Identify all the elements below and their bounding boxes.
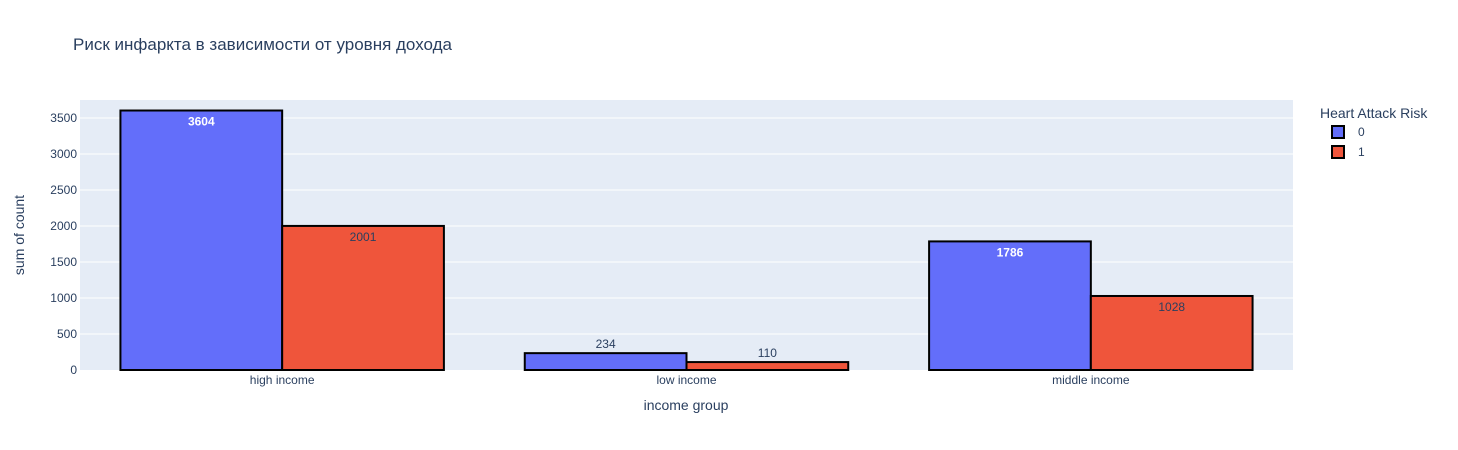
x-axis-title: income group bbox=[644, 397, 729, 413]
bar-series-0[interactable] bbox=[119, 109, 284, 372]
y-tick-label: 3000 bbox=[50, 147, 77, 161]
legend-label-1[interactable]: 1 bbox=[1358, 145, 1365, 159]
y-axis-ticks: 0 500 1000 1500 2000 2500 3000 3500 bbox=[50, 111, 77, 377]
bar-value-label: 1786 bbox=[997, 245, 1024, 259]
bar-value-label: 3604 bbox=[188, 115, 215, 129]
bars bbox=[119, 109, 1254, 372]
x-tick-label: middle income bbox=[1052, 373, 1130, 387]
x-tick-label: high income bbox=[250, 373, 315, 387]
x-tick-label: low income bbox=[656, 373, 716, 387]
y-tick-label: 0 bbox=[70, 363, 77, 377]
y-axis-title: sum of count bbox=[11, 195, 27, 275]
bar-value-label: 110 bbox=[758, 346, 777, 360]
bar-series-0[interactable] bbox=[928, 240, 1092, 371]
y-tick-label: 500 bbox=[57, 327, 77, 341]
chart-title: Риск инфаркта в зависимости от уровня до… bbox=[73, 35, 453, 54]
legend-swatch-0[interactable] bbox=[1331, 125, 1345, 139]
legend-title: Heart Attack Risk bbox=[1320, 105, 1428, 121]
bar-series-1[interactable] bbox=[281, 224, 445, 371]
bar-series-1[interactable] bbox=[685, 361, 850, 371]
legend-swatch-1[interactable] bbox=[1331, 145, 1345, 159]
legend-label-0[interactable]: 0 bbox=[1358, 125, 1365, 139]
bar-value-label: 234 bbox=[596, 337, 616, 351]
legend: Heart Attack Risk 0 1 bbox=[1320, 105, 1428, 159]
bar-series-1[interactable] bbox=[1089, 294, 1254, 372]
x-axis-ticks: high income low income middle income bbox=[250, 373, 1130, 387]
y-tick-label: 1500 bbox=[50, 255, 77, 269]
y-tick-label: 2500 bbox=[50, 183, 77, 197]
bar-value-labels: 3604 234 1786 2001 110 1028 bbox=[188, 115, 1185, 361]
y-tick-label: 1000 bbox=[50, 291, 77, 305]
y-tick-label: 3500 bbox=[50, 111, 77, 125]
bar-series-0[interactable] bbox=[523, 352, 688, 372]
bar-value-label: 2001 bbox=[350, 230, 377, 244]
bar-value-label: 1028 bbox=[1158, 300, 1185, 314]
y-tick-label: 2000 bbox=[50, 219, 77, 233]
